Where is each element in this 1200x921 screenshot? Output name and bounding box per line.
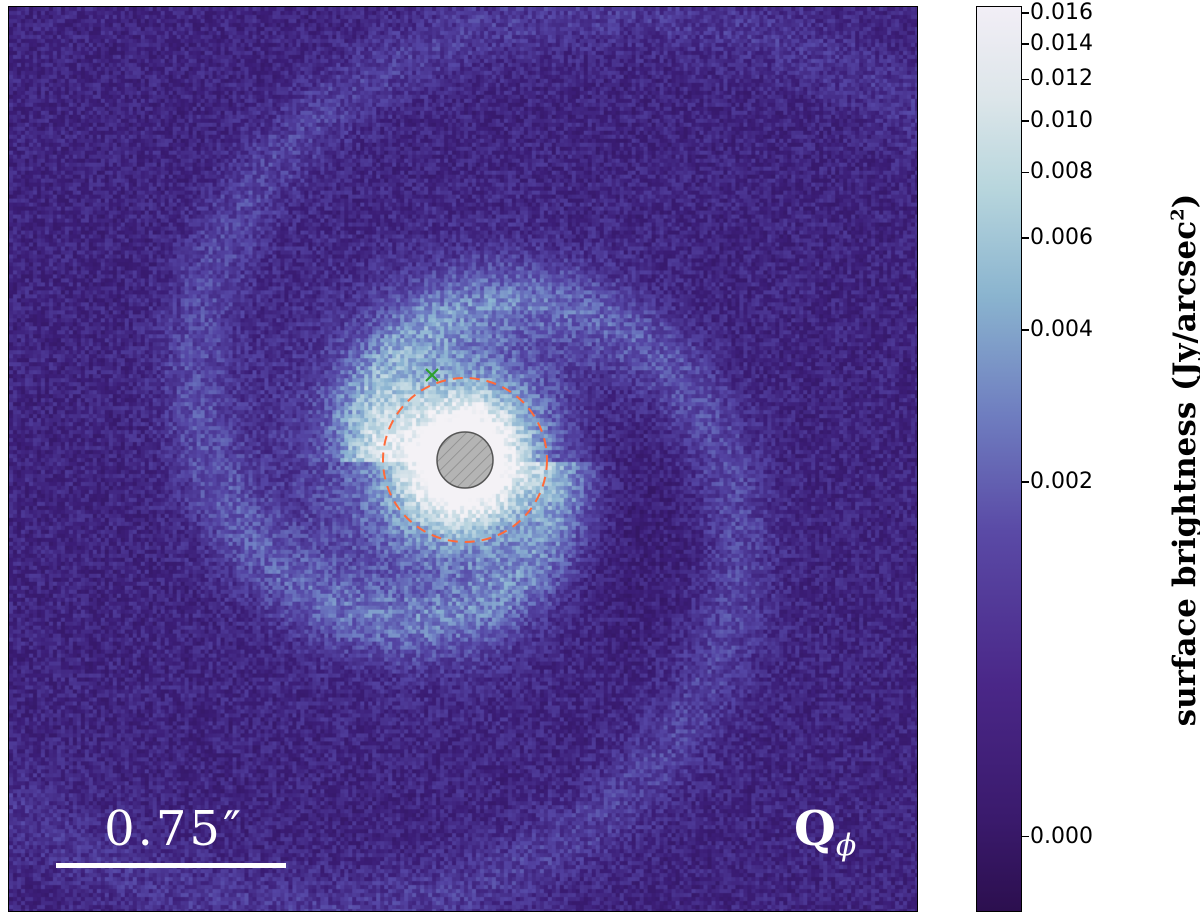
stokes-symbol: Q (794, 801, 836, 857)
colorbar-tick-label: 0.002 (1030, 468, 1093, 494)
colorbar-title-close: ) (1167, 193, 1200, 209)
colorbar-tick-label: 0.016 (1030, 0, 1093, 26)
colorbar-tick-label: 0.008 (1030, 159, 1093, 185)
scalebar-label: 0.75″ (104, 801, 244, 857)
colorbar-title: surface brightness (Jy/arcsec2) (1167, 194, 1200, 727)
marker-cross-icon (425, 368, 439, 382)
colorbar-tick-label: 0.014 (1030, 30, 1093, 56)
colorbar-tick-label: 0.004 (1030, 316, 1093, 342)
colorbar-tick (1022, 78, 1029, 80)
colorbar-title-exponent: 2 (1167, 208, 1189, 221)
colorbar-tick-label: 0.012 (1030, 66, 1093, 92)
colorbar-tick (1022, 481, 1029, 483)
colorbar-tick (1022, 171, 1029, 174)
colorbar-tick (1022, 237, 1029, 239)
colorbar-tick (1022, 12, 1029, 14)
colorbar-tick (1022, 329, 1029, 331)
colorbar-title-main: surface brightness (Jy/arcsec (1167, 220, 1200, 727)
colorbar-tick (1022, 120, 1029, 122)
stokes-subscript: ϕ (835, 828, 857, 864)
dashed-circle (382, 377, 548, 543)
polarized-intensity-image: 0.75″ Qϕ (8, 6, 918, 912)
colorbar (976, 6, 1022, 912)
colorbar-tick-label: 0.010 (1030, 108, 1093, 134)
stokes-label: Qϕ (794, 801, 856, 864)
colorbar-tick (1022, 43, 1029, 45)
image-overlay (382, 368, 548, 543)
colorbar-tick-label: 0.000 (1030, 823, 1093, 849)
coronagraph-mask (436, 431, 494, 489)
colorbar-tick-label: 0.006 (1030, 225, 1093, 251)
scalebar (56, 863, 286, 868)
colorbar-tick (1022, 835, 1029, 838)
